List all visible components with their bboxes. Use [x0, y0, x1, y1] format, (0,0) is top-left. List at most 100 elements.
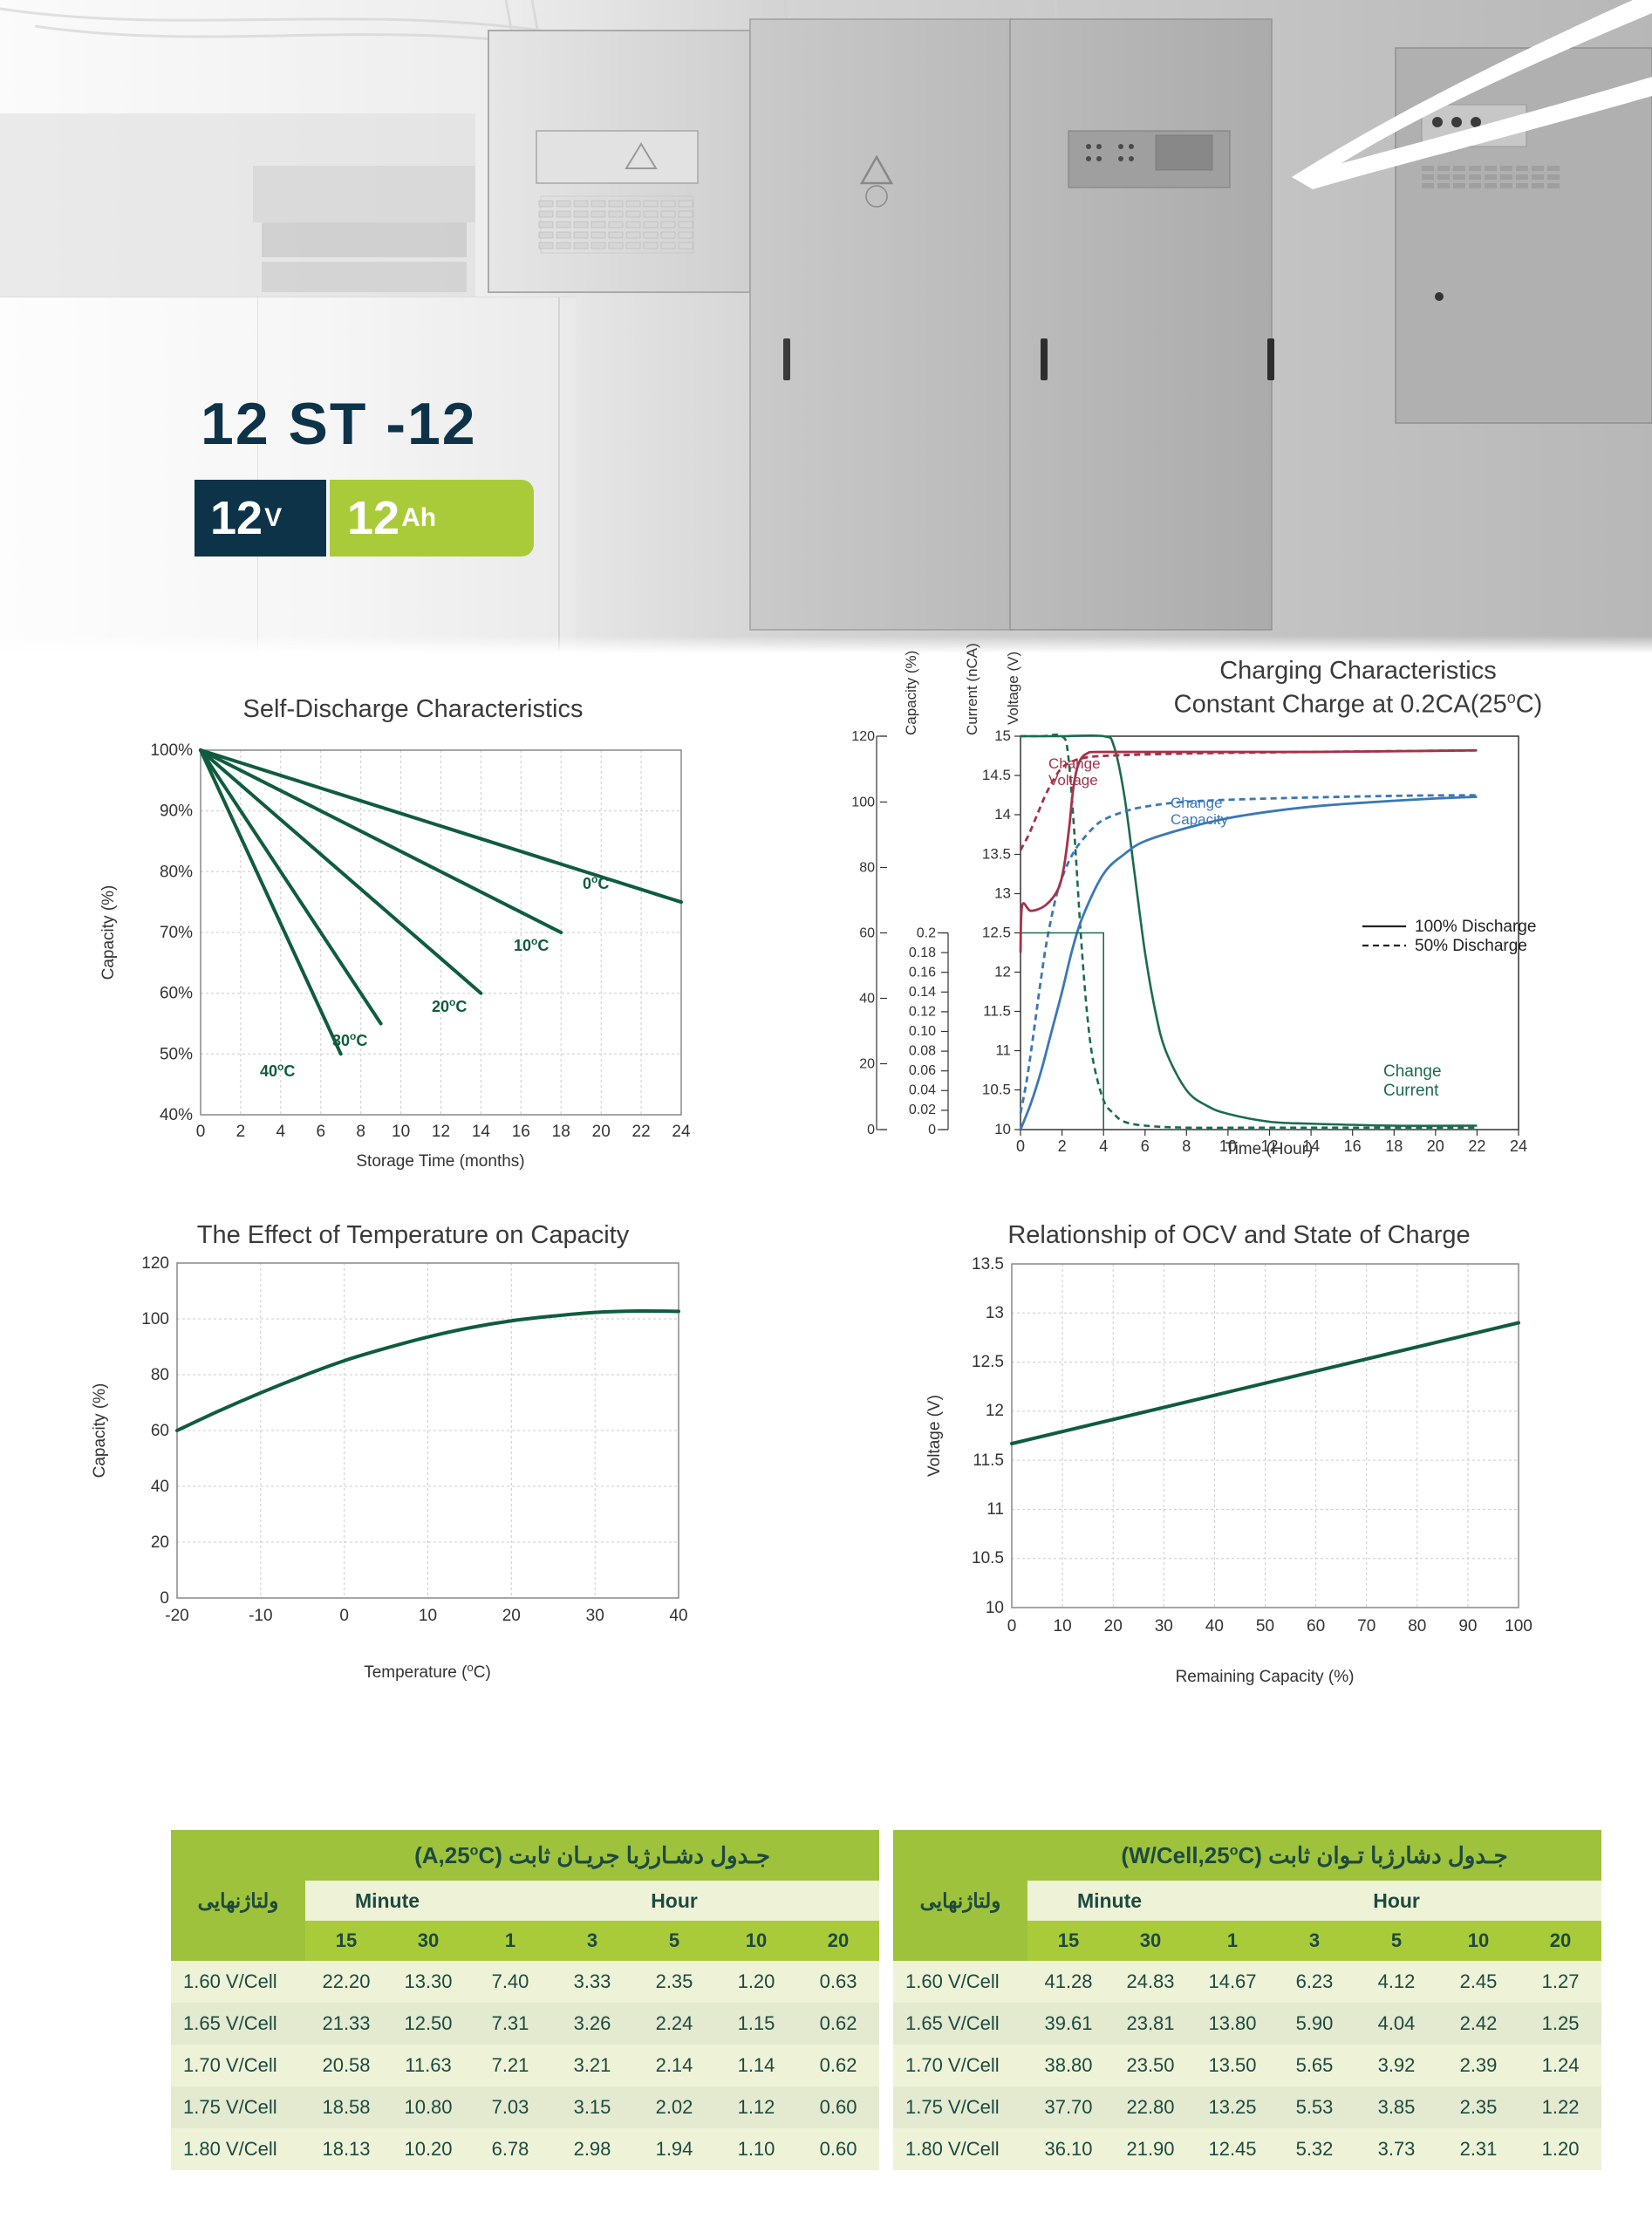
svg-text:0: 0 — [1016, 1137, 1025, 1155]
svg-text:20: 20 — [1427, 1137, 1444, 1155]
svg-text:10oC: 10oC — [514, 935, 549, 954]
svg-text:2: 2 — [236, 1123, 246, 1141]
svg-text:2: 2 — [1058, 1137, 1067, 1155]
svg-text:10: 10 — [419, 1607, 437, 1625]
svg-text:60%: 60% — [160, 985, 193, 1003]
svg-text:0: 0 — [867, 1123, 875, 1137]
svg-text:30: 30 — [586, 1607, 604, 1625]
svg-text:10: 10 — [1054, 1617, 1072, 1635]
svg-text:4: 4 — [1099, 1137, 1108, 1155]
svg-text:Capacity: Capacity — [1171, 811, 1229, 828]
svg-text:Capacity (%): Capacity (%) — [91, 1383, 109, 1478]
svg-text:60: 60 — [859, 926, 875, 941]
svg-text:12.5: 12.5 — [982, 925, 1011, 941]
svg-text:Change: Change — [1048, 755, 1101, 772]
svg-text:22: 22 — [1468, 1137, 1485, 1155]
svg-text:20: 20 — [151, 1533, 169, 1552]
svg-text:0.08: 0.08 — [909, 1044, 936, 1059]
svg-text:120: 120 — [141, 1254, 169, 1273]
svg-text:80: 80 — [1408, 1617, 1426, 1635]
svg-text:0: 0 — [928, 1123, 936, 1137]
svg-text:11.5: 11.5 — [973, 1451, 1004, 1470]
svg-text:14.5: 14.5 — [982, 767, 1011, 783]
svg-text:0.16: 0.16 — [909, 966, 936, 980]
svg-text:20: 20 — [1104, 1617, 1123, 1635]
svg-text:40: 40 — [859, 992, 875, 1007]
svg-text:Temperature (oC): Temperature (oC) — [364, 1661, 491, 1683]
svg-text:70%: 70% — [160, 924, 193, 942]
svg-text:13: 13 — [994, 885, 1011, 902]
svg-text:Capacity (%): Capacity (%) — [903, 651, 919, 735]
svg-text:40: 40 — [151, 1478, 169, 1496]
svg-text:100: 100 — [141, 1310, 169, 1328]
svg-text:0.18: 0.18 — [909, 946, 936, 960]
svg-text:80: 80 — [859, 861, 875, 876]
svg-text:0.2: 0.2 — [917, 926, 936, 941]
svg-text:22: 22 — [632, 1123, 651, 1141]
svg-text:70: 70 — [1357, 1617, 1376, 1635]
svg-text:0.06: 0.06 — [909, 1063, 936, 1078]
svg-text:Current (nCA): Current (nCA) — [964, 643, 980, 735]
svg-text:40: 40 — [669, 1607, 687, 1625]
svg-text:Current: Current — [1383, 1082, 1439, 1100]
svg-text:Capacity (%): Capacity (%) — [99, 885, 118, 980]
svg-text:50%: 50% — [160, 1045, 193, 1063]
svg-text:60: 60 — [151, 1422, 169, 1440]
svg-text:20: 20 — [502, 1607, 521, 1625]
svg-text:30: 30 — [1155, 1617, 1173, 1635]
svg-text:60: 60 — [1307, 1617, 1325, 1635]
svg-text:Voltage: Voltage — [1048, 772, 1098, 789]
svg-text:16: 16 — [512, 1123, 530, 1141]
svg-text:10: 10 — [994, 1121, 1011, 1137]
svg-text:12: 12 — [986, 1402, 1004, 1420]
svg-text:15: 15 — [994, 727, 1011, 744]
svg-text:10: 10 — [392, 1123, 410, 1141]
svg-text:-10: -10 — [249, 1607, 272, 1625]
svg-text:11.5: 11.5 — [983, 1003, 1011, 1020]
svg-text:14: 14 — [994, 806, 1011, 823]
svg-text:40: 40 — [1205, 1617, 1224, 1635]
svg-text:13.5: 13.5 — [982, 846, 1011, 863]
svg-text:13.5: 13.5 — [972, 1255, 1004, 1274]
svg-text:40%: 40% — [160, 1106, 193, 1124]
svg-text:Voltage (V): Voltage (V) — [925, 1395, 944, 1477]
svg-text:16: 16 — [1344, 1137, 1362, 1155]
svg-text:Voltage (V): Voltage (V) — [1005, 652, 1021, 725]
svg-text:8: 8 — [1182, 1137, 1191, 1155]
svg-text:20oC: 20oC — [432, 996, 467, 1015]
svg-text:24: 24 — [1510, 1137, 1527, 1155]
svg-text:100: 100 — [1505, 1617, 1533, 1635]
svg-text:6: 6 — [317, 1123, 326, 1141]
svg-text:10.5: 10.5 — [982, 1082, 1011, 1098]
svg-text:120: 120 — [851, 729, 875, 744]
svg-text:13: 13 — [986, 1304, 1004, 1322]
svg-text:Time (Hour): Time (Hour) — [1225, 1140, 1314, 1158]
svg-text:100% Discharge: 100% Discharge — [1415, 918, 1536, 936]
svg-text:30oC: 30oC — [332, 1030, 367, 1049]
svg-text:20: 20 — [859, 1057, 875, 1072]
svg-text:100: 100 — [851, 796, 875, 810]
svg-text:80%: 80% — [160, 863, 193, 881]
svg-text:0: 0 — [1007, 1617, 1017, 1635]
svg-text:0.02: 0.02 — [909, 1103, 936, 1117]
svg-text:0.04: 0.04 — [909, 1083, 936, 1098]
svg-text:100%: 100% — [150, 741, 193, 760]
svg-text:80: 80 — [151, 1366, 169, 1384]
svg-text:18: 18 — [552, 1123, 570, 1141]
svg-text:0.12: 0.12 — [909, 1005, 936, 1020]
svg-text:50: 50 — [1256, 1617, 1274, 1635]
svg-text:0oC: 0oC — [583, 873, 609, 892]
svg-text:8: 8 — [356, 1123, 365, 1141]
svg-text:Storage Time (months): Storage Time (months) — [356, 1152, 524, 1171]
svg-text:Change: Change — [1171, 795, 1223, 811]
svg-text:40oC: 40oC — [260, 1061, 295, 1080]
svg-text:12: 12 — [432, 1123, 450, 1141]
svg-text:12.5: 12.5 — [972, 1353, 1004, 1371]
svg-text:18: 18 — [1385, 1137, 1403, 1155]
svg-text:90%: 90% — [160, 802, 193, 821]
svg-text:11: 11 — [986, 1500, 1004, 1519]
svg-text:4: 4 — [276, 1123, 286, 1141]
svg-text:6: 6 — [1141, 1137, 1150, 1155]
svg-text:24: 24 — [672, 1123, 691, 1141]
svg-text:90: 90 — [1458, 1617, 1477, 1635]
